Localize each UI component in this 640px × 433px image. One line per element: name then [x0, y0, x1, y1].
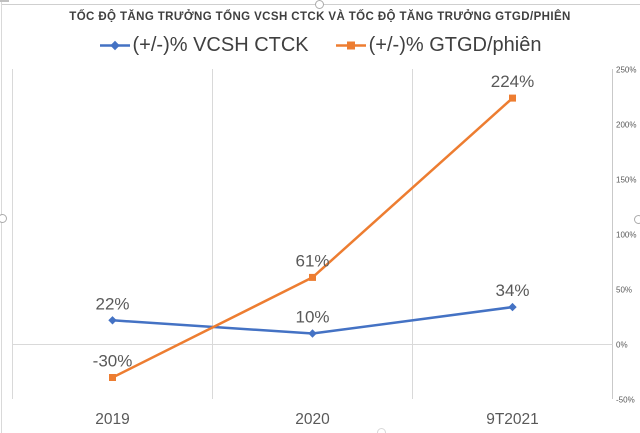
y-axis-tick-label: 250%	[616, 66, 636, 75]
data-point-square	[109, 374, 116, 381]
line-square-marker-icon	[335, 41, 366, 49]
chart-title: TỐC ĐỘ TĂNG TRƯỞNG TỔNG VCSH CTCK VÀ TỐC…	[69, 11, 571, 23]
x-axis-tick-label: 9T2021	[486, 411, 539, 428]
data-label: -30%	[93, 352, 133, 371]
data-label: 61%	[295, 251, 329, 270]
legend-label-vcsh-ctck: (+/-)% VCSH CTCK	[132, 34, 309, 56]
y-axis-tick-label: 0%	[616, 341, 628, 350]
y-axis-tick-label: 50%	[616, 286, 632, 295]
selection-handle-left[interactable]	[0, 214, 7, 223]
selection-handle-bottom[interactable]	[377, 428, 386, 433]
data-label: 34%	[495, 281, 529, 300]
data-point-diamond	[108, 316, 117, 325]
data-label: 224%	[491, 72, 534, 91]
x-axis-tick-label: 2020	[295, 411, 330, 428]
legend-item-gtgd-phien[interactable]: (+/-)% GTGD/phiên	[335, 33, 542, 57]
data-point-diamond	[508, 302, 517, 312]
data-point-square	[509, 94, 516, 102]
y-axis-tick-label: 200%	[616, 121, 636, 130]
selection-handle-right[interactable]	[634, 215, 640, 224]
data-point-square	[309, 273, 316, 281]
y-axis-tick-label: 150%	[616, 176, 636, 185]
y-axis-tick-label: -50%	[616, 396, 635, 405]
legend-square-orange	[346, 41, 355, 49]
chart-legend: (+/-)% VCSH CTCK (+/-)% GTGD/phiên	[0, 32, 640, 58]
selection-handle-top[interactable]	[315, 0, 324, 9]
data-label: 22%	[95, 294, 129, 313]
data-point-diamond	[308, 329, 317, 338]
y-axis-tick-label: 100%	[616, 231, 636, 240]
spreadsheet-corner-notch	[0, 0, 9, 2]
legend-label-gtgd-phien: (+/-)% GTGD/phiên	[368, 34, 542, 56]
legend-diamond-blue	[109, 40, 120, 50]
legend-item-vcsh-ctck[interactable]: (+/-)% VCSH CTCK	[99, 33, 309, 57]
line-diamond-marker-icon	[99, 40, 130, 50]
data-label: 10%	[295, 308, 329, 327]
x-axis-tick-label: 2019	[95, 411, 129, 428]
